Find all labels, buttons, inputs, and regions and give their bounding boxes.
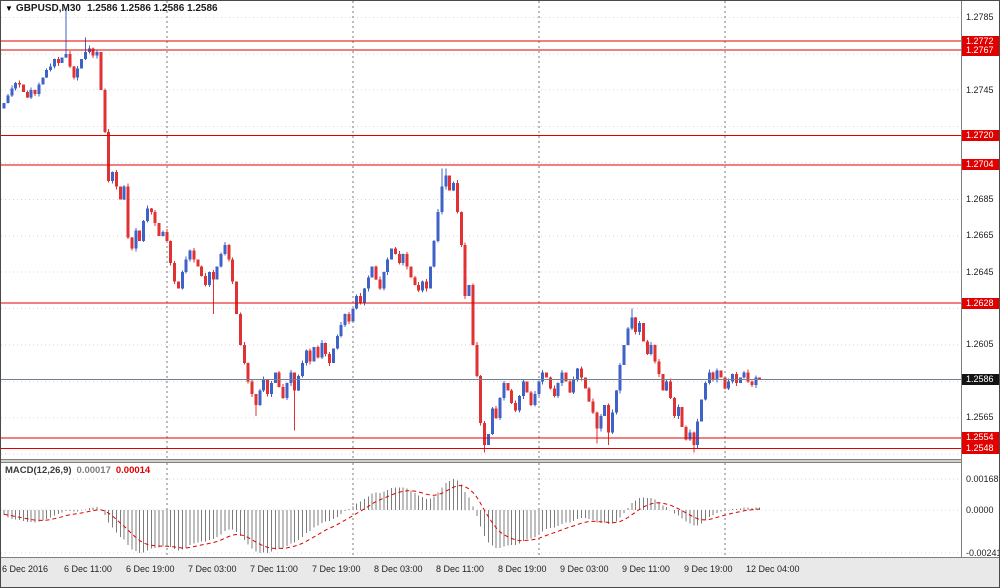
price-level-badge: 1.2720 xyxy=(962,130,999,142)
macd-signal-line xyxy=(3,484,760,549)
horizontal-level-lines xyxy=(1,40,961,450)
main-chart-canvas[interactable] xyxy=(1,1,961,459)
macd-header: MACD(12,26,9) 0.00017 0.00014 xyxy=(5,465,150,476)
time-axis-label: 7 Dec 19:00 xyxy=(312,564,361,574)
candles xyxy=(2,8,762,453)
current-price-badge: 1.2586 xyxy=(962,374,999,386)
symbol-period-label: GBPUSD,M30 xyxy=(15,3,81,14)
day-separators xyxy=(166,463,726,557)
time-axis-label: 6 Dec 19:00 xyxy=(126,564,175,574)
macd-histogram xyxy=(3,479,761,553)
time-axis[interactable]: 6 Dec 2016 6 Dec 11:00 6 Dec 19:00 7 Dec 03… xyxy=(1,557,999,587)
price-level-badge: 1.2554 xyxy=(962,432,999,444)
macd-indicator-canvas[interactable] xyxy=(1,463,961,557)
macd-signal-value: 0.00014 xyxy=(115,465,151,476)
price-level-badge: 1.2628 xyxy=(962,297,999,309)
time-axis-label: 9 Dec 19:00 xyxy=(684,564,733,574)
price-gridlines xyxy=(1,16,961,455)
time-axis-label: 6 Dec 2016 xyxy=(2,564,49,574)
macd-axis-label: 0.0000 xyxy=(966,504,994,515)
macd-main-value: 0.00017 xyxy=(76,465,111,476)
price-axis-label: 1.2565 xyxy=(966,412,994,423)
time-axis-label: 6 Dec 11:00 xyxy=(64,564,112,574)
time-axis-label: 12 Dec 04:00 xyxy=(746,564,800,574)
dropdown-marker-icon: ▼ xyxy=(5,4,13,13)
macd-axis-label: -0.00241 xyxy=(966,547,1000,558)
price-level-badge: 1.2767 xyxy=(962,44,999,56)
price-level-badge: 1.2548 xyxy=(962,443,999,455)
ohlc-quotes-label: 1.2586 1.2586 1.2586 1.2586 xyxy=(86,3,218,14)
price-level-badge: 1.2772 xyxy=(962,35,999,47)
time-axis-label: 8 Dec 03:00 xyxy=(374,564,423,574)
macd-axis-label: 0.00168 xyxy=(966,473,999,484)
time-axis-label: 9 Dec 11:00 xyxy=(622,564,670,574)
chart-title: ▼ GBPUSD,M30 1.2586 1.2586 1.2586 1.2586 xyxy=(5,3,218,14)
price-axis[interactable]: 1.2785 1.2745 1.2685 1.2665 1.2645 1.2605 1.25… xyxy=(961,1,1000,558)
price-axis-label: 1.2745 xyxy=(966,84,994,95)
day-separators xyxy=(166,1,726,459)
price-axis-label: 1.2665 xyxy=(966,230,994,241)
price-axis-label: 1.2785 xyxy=(966,11,994,22)
price-axis-label: 1.2685 xyxy=(966,193,994,204)
time-axis-label: 8 Dec 19:00 xyxy=(498,564,547,574)
time-axis-label: 9 Dec 03:00 xyxy=(560,564,609,574)
time-axis-label: 7 Dec 03:00 xyxy=(188,564,237,574)
macd-indicator-label: MACD(12,26,9) xyxy=(5,465,72,476)
time-axis-label: 8 Dec 11:00 xyxy=(436,564,484,574)
price-level-badge: 1.2704 xyxy=(962,159,999,171)
time-axis-label: 7 Dec 11:00 xyxy=(250,564,298,574)
price-axis-label: 1.2605 xyxy=(966,339,994,350)
panel-splitter[interactable] xyxy=(1,459,999,463)
price-axis-label: 1.2645 xyxy=(966,266,994,277)
